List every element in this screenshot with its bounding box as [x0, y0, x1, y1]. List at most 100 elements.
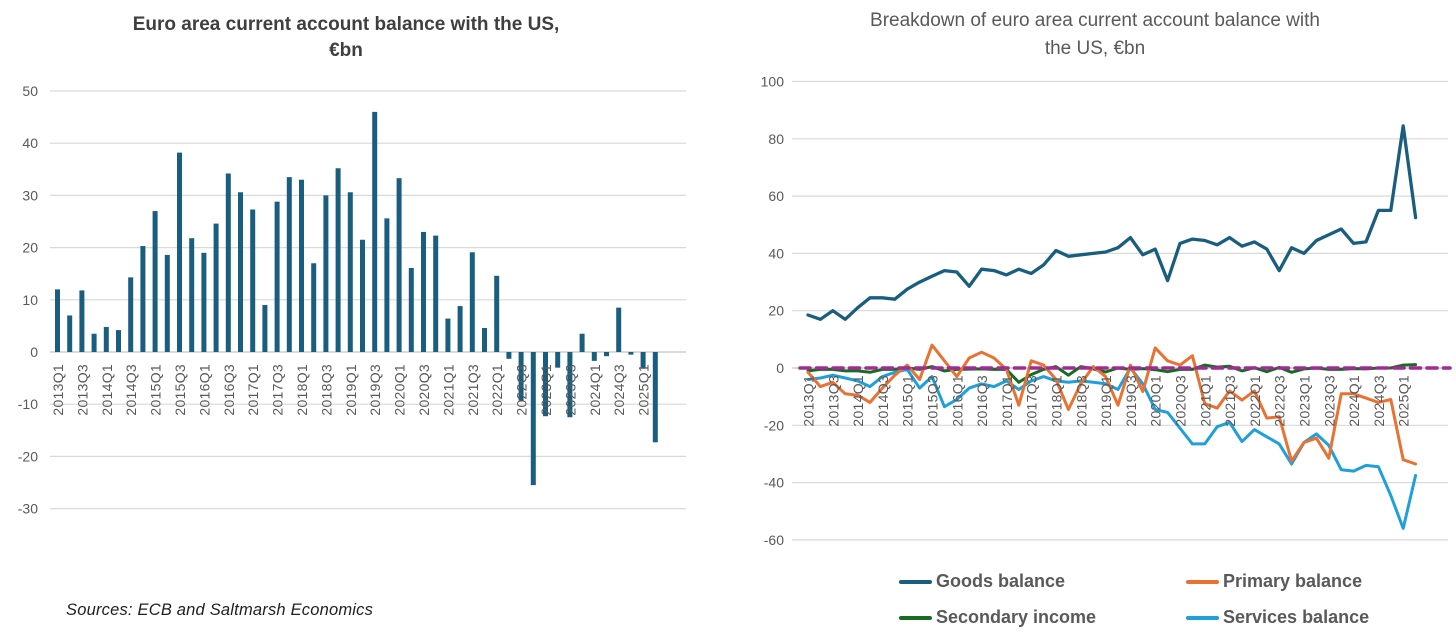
x-tick-label: 2020Q1	[392, 364, 408, 416]
bar-chart-title: Euro area current account balance with t…	[0, 12, 692, 64]
bar	[55, 289, 60, 352]
x-tick-label: 2019Q1	[1098, 375, 1114, 427]
x-tick-label: 2023Q3	[1321, 375, 1337, 427]
line-chart-title-line1: Breakdown of euro area current account b…	[870, 10, 1320, 31]
x-tick-label: 2014Q1	[99, 364, 115, 416]
bar	[335, 168, 341, 352]
bar	[396, 178, 402, 352]
x-tick-label: 2015Q1	[900, 375, 916, 427]
x-tick-label: 2015Q3	[172, 364, 188, 416]
bar-chart-plot: 50 40 30 20 10 0 -10 -20 -30 2013Q1 2013Q3 2014Q1 20…	[18, 83, 686, 517]
x-tick-label: 2014Q3	[875, 375, 891, 427]
x-tick-label: 2022Q3	[514, 364, 530, 416]
bar	[628, 352, 634, 355]
x-tick-label: 2021Q1	[440, 364, 456, 416]
bar	[262, 305, 268, 352]
bar	[616, 307, 622, 352]
bar	[482, 327, 487, 352]
y-tick-label: 80	[768, 131, 784, 147]
x-tick-label: 2015Q1	[148, 364, 164, 416]
y-tick-label: -10	[18, 396, 38, 412]
y-tick-label: -20	[764, 417, 784, 433]
x-tick-label: 2017Q3	[1024, 375, 1040, 427]
x-tick-label: 2017Q3	[270, 364, 286, 416]
bar	[91, 333, 97, 352]
bar	[225, 173, 231, 352]
goods-balance-swatch-icon	[899, 579, 932, 584]
bar	[274, 201, 280, 352]
bar	[530, 352, 536, 486]
x-tick-label: 2016Q1	[949, 375, 965, 427]
y-tick-label: 40	[22, 135, 38, 151]
x-tick-label: 2014Q1	[850, 375, 866, 427]
x-tick-label: 2021Q1	[1197, 375, 1213, 427]
x-tick-label: 2018Q1	[1049, 375, 1065, 427]
x-tick-label: 2021Q3	[465, 364, 481, 416]
y-tick-label: 0	[776, 360, 784, 376]
bar	[457, 306, 463, 352]
bar	[238, 192, 243, 352]
bar	[567, 352, 573, 418]
bar	[445, 318, 451, 352]
bar	[604, 352, 609, 357]
x-tick-label: 2018Q3	[318, 364, 334, 416]
bar	[67, 315, 73, 352]
legend-item-primary-balance: Primary balance	[1186, 571, 1362, 592]
x-tick-label: 2022Q1	[489, 364, 505, 416]
bar	[555, 352, 561, 368]
bar	[469, 252, 475, 352]
x-tick-label: 2020Q3	[416, 364, 432, 416]
x-tick-label: 2020Q1	[1148, 375, 1164, 427]
y-tick-label: 10	[22, 292, 38, 308]
x-tick-label: 2023Q1	[1297, 375, 1313, 427]
x-tick-label: 2015Q3	[925, 375, 941, 427]
bar	[299, 179, 304, 352]
legend-label-secondary-income: Secondary income	[936, 607, 1097, 627]
x-tick-label: 2014Q3	[123, 364, 139, 416]
bar	[250, 209, 256, 352]
bar	[103, 326, 109, 352]
bar-chart-title-line1: Euro area current account balance with t…	[132, 14, 560, 35]
bar	[213, 223, 219, 352]
y-tick-label: 0	[30, 344, 38, 360]
x-tick-label: 2018Q3	[1073, 375, 1089, 427]
bar	[518, 352, 524, 401]
x-tick-label: 2016Q1	[196, 364, 212, 416]
x-tick-label: 2025Q1	[636, 364, 652, 416]
x-tick-label: 2019Q3	[367, 364, 383, 416]
y-tick-label: -40	[764, 475, 784, 491]
bar	[579, 333, 585, 352]
y-tick-label: -30	[18, 501, 38, 517]
x-tick-label: 2024Q1	[587, 364, 603, 416]
services-balance-line	[806, 366, 1418, 530]
bar	[189, 238, 195, 352]
bar	[384, 218, 390, 352]
line-chart-title: Breakdown of euro area current account b…	[734, 7, 1456, 63]
legend-item-goods-balance: Goods balance	[899, 571, 1065, 592]
legend-label-services-balance: Services balance	[1223, 607, 1370, 627]
x-tick-label: 2018Q1	[294, 364, 310, 416]
y-tick-label: -60	[764, 532, 784, 548]
secondary-income-swatch-icon	[899, 615, 932, 620]
legend-item-secondary-income: Secondary income	[899, 607, 1096, 628]
x-tick-label: 2017Q1	[245, 364, 261, 416]
bar	[177, 152, 182, 352]
x-tick-label: 2016Q3	[221, 364, 237, 416]
bar	[640, 352, 646, 369]
legend-label-primary-balance: Primary balance	[1223, 571, 1363, 591]
line-chart-title-line2: the US, €bn	[1044, 38, 1146, 59]
bar	[311, 263, 317, 352]
legend-item-services-balance: Services balance	[1186, 607, 1369, 628]
bar	[79, 290, 85, 352]
bar	[152, 211, 158, 352]
x-tick-label: 2022Q3	[1272, 375, 1288, 427]
bar	[421, 231, 426, 352]
bar	[408, 267, 414, 352]
bar	[494, 275, 500, 352]
line-chart-plot: 100 80 60 40 20 0 -20 -40 -60 2013Q1 2013Q3 2014Q1 2…	[761, 74, 1452, 548]
bar	[347, 192, 353, 352]
bar	[591, 352, 597, 361]
y-tick-label: 40	[768, 245, 784, 261]
x-tick-label: 2024Q3	[1371, 375, 1387, 427]
